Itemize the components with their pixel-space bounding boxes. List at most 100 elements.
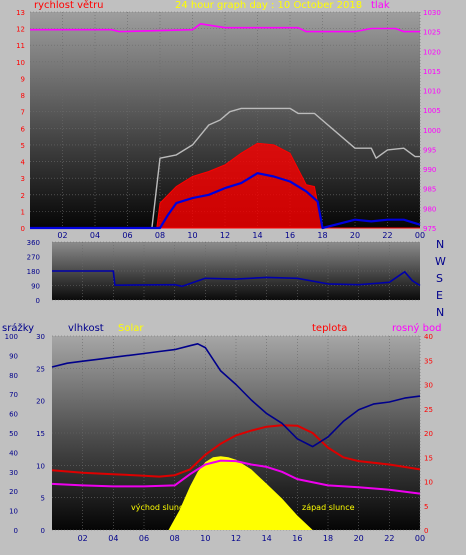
- pressure-panel-y-tick-label: 990: [423, 166, 436, 174]
- pressure-panel-y-tick-label: 985: [423, 186, 436, 194]
- compass-label-w: W: [435, 255, 446, 268]
- rain-panel-y-tick-label: 30: [9, 469, 18, 477]
- wind-panel-x-tick-label: 18: [317, 231, 327, 240]
- direction-panel-y-tick-label: 180: [27, 268, 40, 276]
- rain-panel-y-tick-label: 60: [9, 411, 18, 419]
- wind-panel-x-tick-label: 22: [382, 231, 392, 240]
- temperature-panel-y-tick-label: 25: [424, 406, 433, 414]
- wind-panel-x-tick-label: 04: [90, 231, 100, 240]
- temperature-panel-x-tick-label: 12: [231, 534, 241, 543]
- temperature-panel-y-tick-label: 10: [424, 479, 433, 487]
- wind-average-line: [30, 172, 421, 230]
- direction-panel-y-tick-label: 360: [27, 239, 40, 247]
- wind-panel-y-tick-label: 9: [21, 75, 25, 83]
- direction-panel-y-tick-label: 270: [27, 254, 40, 262]
- wind-panel-y-tick-label: 5: [21, 142, 25, 150]
- wind-panel-x-tick-label: 00: [415, 231, 425, 240]
- temperature-panel-x-tick-label: 10: [200, 534, 210, 543]
- wind-direction-line: [52, 270, 421, 288]
- humidity-panel-y-tick-label: 20: [36, 398, 45, 406]
- wind-panel-y-tick-label: 12: [16, 26, 25, 34]
- rain-panel-y-tick-label: 100: [5, 333, 18, 341]
- compass-label-e: E: [436, 289, 443, 302]
- temperature-panel-x-tick-label: 02: [78, 534, 88, 543]
- rain-panel-y-tick-label: 80: [9, 372, 18, 380]
- wind-panel-y-tick-label: 7: [21, 109, 25, 117]
- direction-panel-y-tick-label: 0: [36, 297, 40, 305]
- wind-panel-x-tick-label: 02: [57, 231, 67, 240]
- legend-humidity: vlhkost: [68, 323, 104, 334]
- rain-panel-y-tick-label: 20: [9, 488, 18, 496]
- solar-radiation-area: [52, 456, 420, 530]
- wind-panel-y-tick-label: 3: [21, 175, 25, 183]
- humidity-panel-y-tick-label: 25: [36, 365, 45, 373]
- wind-panel-y-tick-label: 6: [21, 125, 26, 133]
- compass-label-n-bottom: N: [436, 306, 444, 319]
- legend-dewpoint: rosný bod: [392, 322, 441, 334]
- pressure-panel-y-tick-label: 1020: [423, 48, 441, 56]
- pressure-axis-label: tlak: [371, 0, 390, 11]
- wind-panel-x-tick-label: 16: [285, 231, 295, 240]
- temperature-panel-y-tick-label: 15: [424, 454, 433, 462]
- temperature-panel-x-tick-label: 20: [354, 534, 364, 543]
- temperature-panel-x-tick-label: 16: [292, 534, 302, 543]
- wind-panel-y-tick-label: 1: [21, 208, 25, 216]
- rain-panel-y-tick-label: 40: [9, 449, 18, 457]
- temperature-panel-x-tick-label: 08: [170, 534, 180, 543]
- wind-panel-y-tick-label: 0: [21, 225, 25, 233]
- wind-panel-y-tick-label: 10: [16, 59, 25, 67]
- temperature-panel-x-tick-label: 06: [139, 534, 149, 543]
- pressure-line: [30, 22, 420, 33]
- wind-panel-x-tick-label: 14: [252, 231, 262, 240]
- temperature-panel-x-tick-label: 18: [323, 534, 333, 543]
- temperature-panel-y-tick-label: 5: [424, 503, 428, 511]
- wind-gust-line: [30, 107, 420, 229]
- dewpoint-line: [51, 459, 421, 495]
- rain-panel-y-tick-label: 0: [14, 527, 18, 535]
- wind-panel-x-tick-label: 12: [220, 231, 230, 240]
- wind-panel-y-tick-label: 8: [21, 92, 25, 100]
- temperature-panel-x-tick-label: 14: [262, 534, 272, 543]
- rain-panel-y-tick-label: 70: [9, 391, 18, 399]
- temperature-panel-y-tick-label: 20: [424, 430, 433, 438]
- temperature-panel-y-tick-label: 30: [424, 382, 433, 390]
- temperature-panel-y-tick-label: 0: [424, 527, 428, 535]
- direction-panel-y-tick-label: 90: [31, 283, 40, 291]
- wind-panel-y-tick-label: 11: [16, 42, 25, 50]
- temperature-panel-x-tick-label: 04: [108, 534, 118, 543]
- temperature-panel-x-tick-label: 00: [415, 534, 425, 543]
- wind-panel-x-tick-label: 06: [122, 231, 132, 240]
- temperature-line: [51, 424, 421, 478]
- wind-panel-x-tick-label: 20: [350, 231, 360, 240]
- humidity-panel-y-tick-label: 0: [41, 527, 45, 535]
- pressure-panel-y-tick-label: 1015: [423, 68, 441, 76]
- pressure-panel-y-tick-label: 1000: [423, 127, 441, 135]
- pressure-panel-y-tick-label: 1005: [423, 107, 441, 115]
- pressure-panel-y-tick-label: 1010: [423, 88, 441, 96]
- sunrise-annotation: východ slunce: [131, 503, 188, 512]
- wind-panel-x-tick-label: 10: [187, 231, 197, 240]
- humidity-panel-y-tick-label: 30: [36, 333, 45, 341]
- wind-panel-y-tick-label: 4: [21, 159, 26, 167]
- wind-panel-y-tick-label: 2: [21, 192, 25, 200]
- humidity-panel-y-tick-label: 15: [36, 430, 45, 438]
- temperature-panel-x-tick-label: 22: [384, 534, 394, 543]
- legend-temperature: teplota: [312, 323, 347, 334]
- compass-label-n-top: N: [436, 238, 444, 251]
- wind-panel-x-tick-label: 08: [155, 231, 165, 240]
- chart-title: 24 hour graph day : 10 October 2018: [175, 0, 362, 11]
- temperature-panel-y-tick-label: 35: [424, 357, 433, 365]
- legend-rain: srážky: [2, 322, 34, 334]
- pressure-panel-y-tick-label: 980: [423, 205, 436, 213]
- humidity-panel-y-tick-label: 5: [41, 495, 45, 503]
- rain-panel-y-tick-label: 50: [9, 430, 18, 438]
- rain-panel-y-tick-label: 10: [9, 508, 18, 516]
- pressure-panel-y-tick-label: 975: [423, 225, 436, 233]
- sunset-annotation: západ slunce: [302, 503, 355, 512]
- pressure-panel-y-tick-label: 1025: [423, 29, 441, 37]
- humidity-line: [51, 342, 421, 448]
- rain-panel-y-tick-label: 90: [9, 352, 18, 360]
- legend-solar: Solar: [118, 323, 144, 334]
